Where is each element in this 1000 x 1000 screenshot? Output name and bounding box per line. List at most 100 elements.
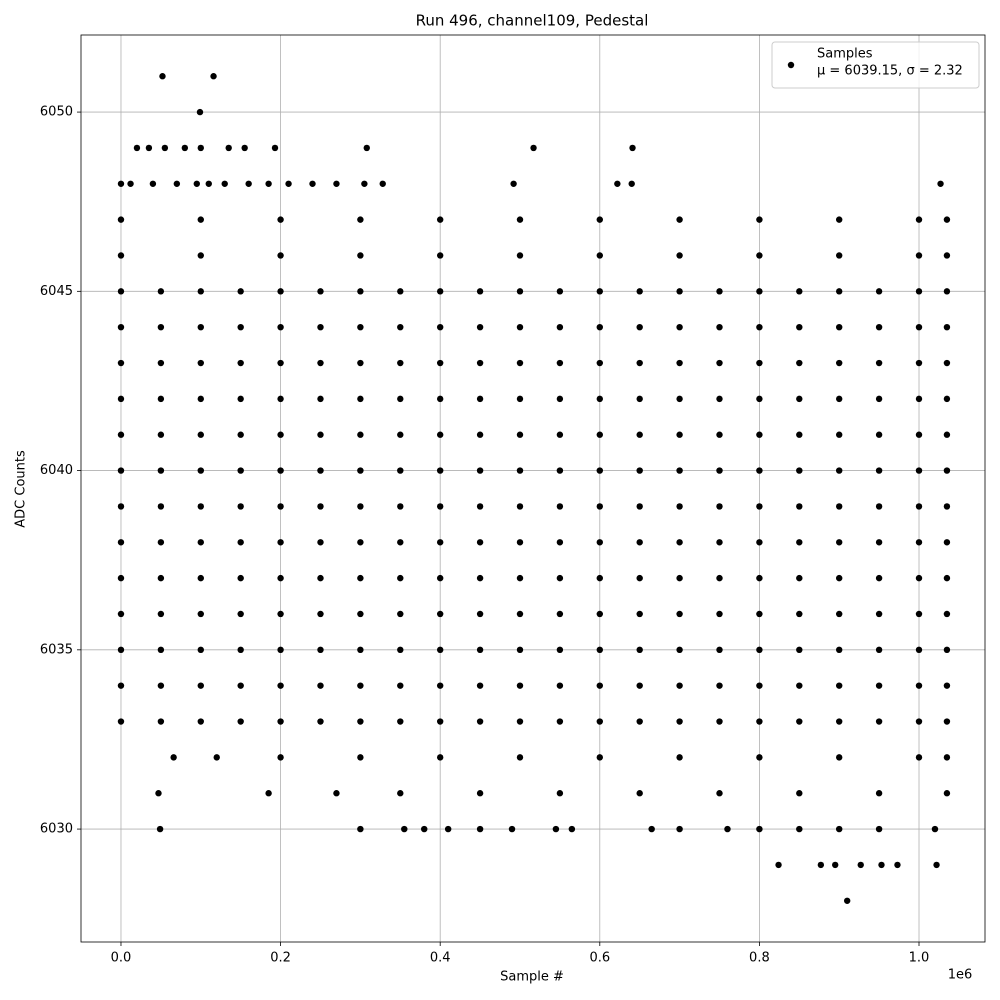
point: [636, 790, 643, 797]
point: [277, 503, 284, 510]
grid: [81, 35, 985, 942]
point: [796, 467, 803, 474]
point: [476, 323, 484, 331]
point: [357, 252, 364, 259]
point: [476, 574, 484, 582]
point: [878, 861, 885, 869]
point: [476, 718, 484, 725]
point: [277, 359, 284, 367]
point: [636, 574, 643, 582]
point: [596, 395, 603, 403]
point: [943, 682, 951, 689]
y-tick-label: 6035: [40, 642, 73, 657]
point: [756, 825, 763, 833]
point: [436, 359, 444, 367]
point: [943, 395, 951, 403]
point: [197, 539, 204, 546]
x-tick-label: 1.0: [909, 951, 930, 966]
point: [636, 431, 643, 438]
point: [796, 288, 803, 295]
point: [277, 574, 284, 582]
point: [277, 395, 284, 403]
point: [796, 431, 803, 438]
point: [197, 216, 204, 223]
point: [676, 682, 683, 689]
point: [937, 180, 944, 187]
x-tick-label: 0.6: [589, 951, 610, 966]
point: [836, 610, 843, 618]
point: [397, 610, 404, 618]
point: [157, 574, 165, 582]
point: [596, 574, 603, 582]
point: [556, 790, 564, 797]
point: [237, 646, 244, 654]
point: [117, 574, 125, 582]
point: [915, 467, 923, 474]
point: [117, 216, 125, 223]
point: [676, 503, 683, 510]
point: [397, 323, 404, 331]
point: [516, 754, 524, 761]
point: [556, 431, 564, 438]
point: [676, 467, 683, 474]
point: [197, 323, 204, 331]
point: [915, 216, 923, 223]
point: [796, 825, 803, 833]
point: [636, 288, 643, 295]
point: [716, 646, 723, 654]
point: [676, 825, 683, 833]
point: [636, 682, 643, 689]
point: [875, 467, 883, 474]
point: [716, 467, 723, 474]
point: [277, 216, 284, 223]
point: [636, 467, 643, 474]
point: [117, 467, 125, 474]
point: [716, 323, 723, 331]
point: [596, 216, 603, 223]
point: [197, 144, 204, 152]
point: [397, 359, 404, 367]
point: [756, 395, 763, 403]
point: [317, 359, 324, 367]
point: [436, 431, 444, 438]
point: [277, 323, 284, 331]
point: [756, 610, 763, 618]
point: [197, 359, 204, 367]
point: [237, 503, 244, 510]
point: [277, 467, 284, 474]
point: [915, 252, 923, 259]
point: [197, 646, 204, 654]
point: [943, 359, 951, 367]
legend-note: μ = 6039.15, σ = 2.32: [817, 64, 963, 79]
point: [676, 216, 683, 223]
point: [476, 467, 484, 474]
point: [676, 431, 683, 438]
point: [271, 144, 279, 152]
point: [836, 323, 843, 331]
point: [875, 395, 883, 403]
point: [716, 574, 723, 582]
point: [476, 359, 484, 367]
point: [436, 574, 444, 582]
point: [317, 288, 324, 295]
point: [943, 503, 951, 510]
point: [317, 503, 324, 510]
point: [796, 646, 803, 654]
point: [836, 539, 843, 546]
point: [756, 288, 763, 295]
point: [510, 180, 517, 187]
point: [676, 359, 683, 367]
point: [436, 323, 444, 331]
point: [875, 323, 883, 331]
point: [516, 718, 524, 725]
point: [676, 646, 683, 654]
point: [357, 718, 364, 725]
point: [117, 288, 125, 295]
point: [648, 825, 655, 833]
point: [636, 646, 643, 654]
point: [875, 574, 883, 582]
point: [552, 825, 560, 833]
chart-title: Run 496, channel109, Pedestal: [416, 12, 649, 30]
point: [875, 646, 883, 654]
